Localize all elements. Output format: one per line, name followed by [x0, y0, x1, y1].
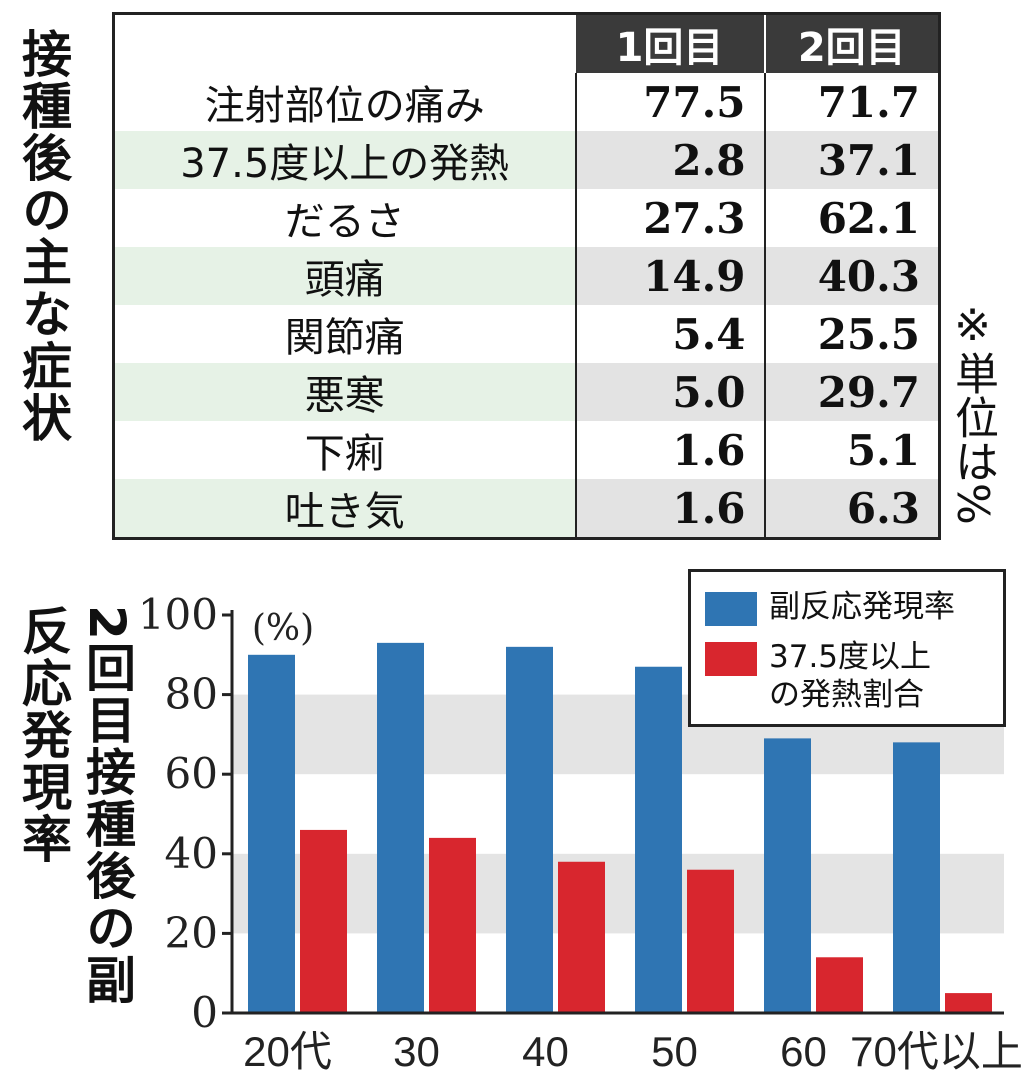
bar-fever-rate	[687, 869, 734, 1013]
header-dose2: 2回目	[763, 13, 940, 73]
x-category-labels: 20代 30 40 50 60 70代以上	[243, 1028, 1023, 1074]
symptom-table: 1回目 2回目 注射部位の痛み 77.5 71.7 37.5度以上の発熱 2.8…	[112, 12, 941, 540]
dose2-value: 5.1	[763, 421, 940, 479]
bar-fever-rate	[558, 861, 605, 1013]
grid-band	[232, 853, 1004, 934]
legend-swatch-red	[705, 642, 757, 676]
y-tick-labels: 0 20 40 60 80 100	[138, 590, 218, 1037]
dose1-value: 77.5	[574, 73, 765, 131]
dose2-value: 62.1	[763, 189, 940, 247]
table-header-row: 1回目 2回目	[113, 13, 940, 73]
table-row: だるさ 27.3 62.1	[114, 189, 940, 247]
dose1-value: 1.6	[574, 479, 765, 539]
table-row: 注射部位の痛み 77.5 71.7	[114, 73, 940, 131]
legend-swatch-blue	[705, 592, 757, 626]
symptom-name: 下痢	[304, 431, 385, 477]
symptom-name: 吐き気	[113, 479, 576, 539]
dose1-value: 5.0	[574, 363, 765, 421]
bar-adverse-rate	[893, 742, 940, 1013]
symptom-name: 37.5度以上の発熱	[113, 131, 576, 189]
symptom-name: 頭痛	[113, 247, 576, 305]
bar-adverse-rate	[635, 666, 682, 1013]
dose1-value: 14.9	[574, 247, 765, 305]
chart-title-line1: 2回目接種後の副	[78, 605, 136, 1006]
symptom-name: 関節痛	[284, 315, 405, 361]
header-dose1: 1回目	[575, 13, 765, 73]
dose1-value: 5.4	[574, 305, 765, 363]
bar-adverse-rate	[377, 642, 424, 1013]
y-tick-label: 80	[165, 670, 218, 719]
grid-bands	[232, 694, 1004, 934]
dose2-value: 6.3	[763, 479, 940, 539]
x-category-label: 20代	[243, 1028, 332, 1074]
y-tick-label: 0	[191, 988, 218, 1037]
header-blank-cell	[113, 13, 576, 73]
x-category-label: 40	[522, 1028, 569, 1074]
dose2-value: 71.7	[763, 73, 940, 131]
table-row: 下痢 1.6 5.1	[114, 421, 940, 479]
bar-adverse-rate	[248, 654, 295, 1013]
bar-fever-rate	[816, 957, 863, 1013]
dose2-value: 25.5	[763, 305, 940, 363]
y-tick-label: 60	[165, 749, 218, 798]
dose1-value: 27.3	[574, 189, 765, 247]
legend-label: 副反応発現率	[769, 589, 955, 625]
y-tick-label: 100	[138, 590, 218, 639]
bar-adverse-rate	[764, 738, 811, 1013]
table-row: 頭痛 14.9 40.3	[113, 247, 940, 305]
x-category-label: 50	[651, 1028, 698, 1074]
dose2-value: 29.7	[763, 363, 940, 421]
symptom-name: だるさ	[284, 199, 405, 245]
bar-fever-rate	[429, 837, 476, 1013]
bar-group	[248, 642, 992, 1013]
table-row: 吐き気 1.6 6.3	[113, 479, 940, 539]
dose1-value: 2.8	[574, 131, 765, 189]
table-title: 接種後の主な症状	[14, 28, 72, 444]
dose2-value: 37.1	[763, 131, 940, 189]
bar-fever-rate	[945, 993, 992, 1013]
x-category-label: 70代以上	[850, 1028, 1023, 1074]
table-row: 関節痛 5.4 25.5	[114, 305, 940, 363]
dose2-value: 40.3	[763, 247, 940, 305]
unit-note: ※単位は%	[947, 300, 998, 525]
y-axis-unit-label: (%)	[252, 608, 314, 649]
chart-legend: 副反応発現率 37.5度以上 の発熱割合	[688, 569, 1006, 727]
y-tick-label: 20	[165, 908, 218, 957]
legend-item-rate: 副反応発現率	[705, 588, 955, 626]
legend-label: 37.5度以上 の発熱割合	[769, 639, 932, 713]
legend-item-fever: 37.5度以上 の発熱割合	[705, 638, 931, 714]
table-row: 37.5度以上の発熱 2.8 37.1	[113, 131, 940, 189]
bar-fever-rate	[300, 829, 347, 1013]
dose1-value: 1.6	[574, 421, 765, 479]
table-row: 悪寒 5.0 29.7	[113, 363, 940, 421]
chart-title-line2: 反応発現率	[14, 605, 72, 865]
x-category-label: 60	[780, 1028, 827, 1074]
bar-adverse-rate	[506, 646, 553, 1013]
symptom-name: 注射部位の痛み	[204, 83, 485, 129]
y-tick-label: 40	[165, 829, 218, 878]
axes	[222, 610, 1004, 1015]
symptom-name: 悪寒	[113, 363, 576, 421]
x-category-label: 30	[393, 1028, 440, 1074]
